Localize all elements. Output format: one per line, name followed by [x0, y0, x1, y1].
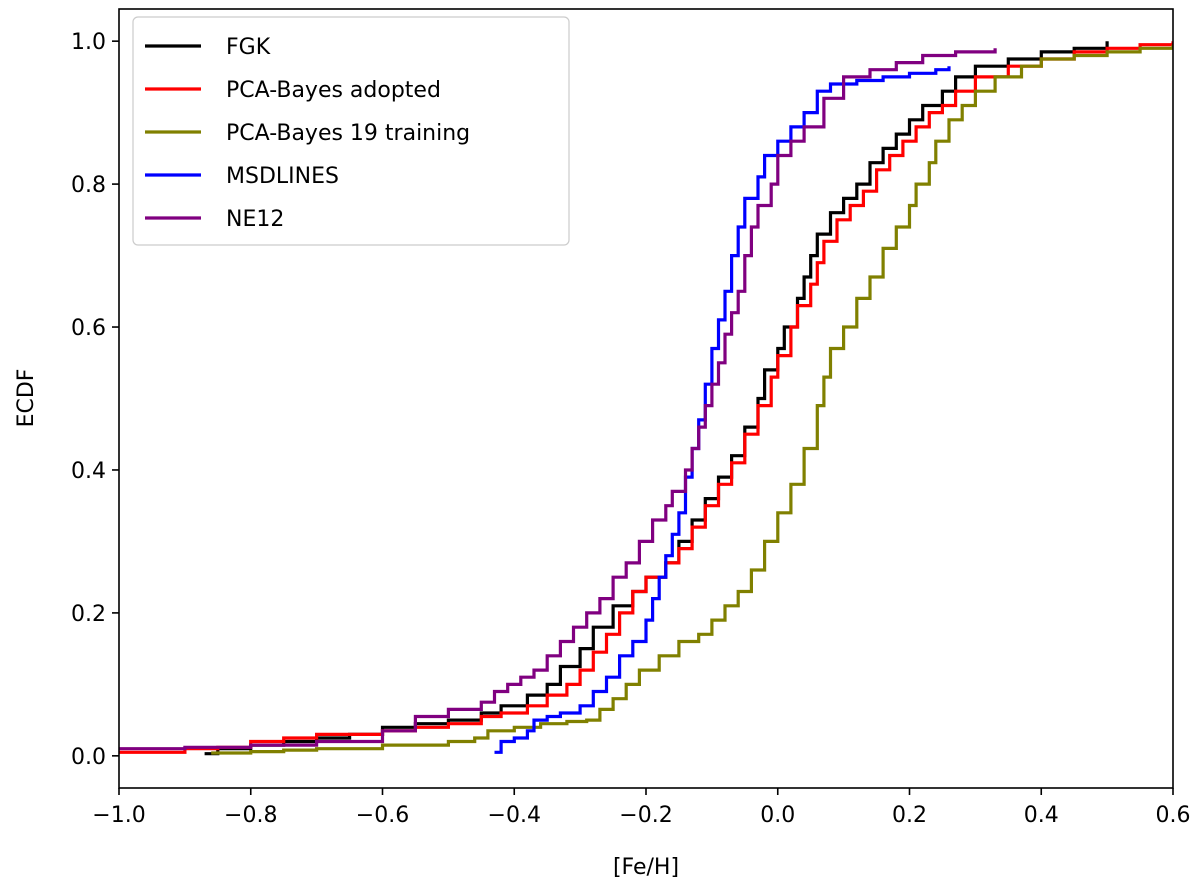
legend-label: NE12: [226, 207, 284, 232]
y-tick-label: 1.0: [71, 30, 106, 55]
x-tick-label: 0.0: [760, 803, 795, 828]
series-line-fgk: [204, 41, 1109, 756]
y-tick-label: 0.6: [71, 316, 106, 341]
x-tick-label: −0.2: [619, 803, 672, 828]
legend-box: [132, 16, 570, 246]
y-tick-label: 0.0: [71, 745, 106, 770]
legend-label: FGK: [226, 35, 271, 60]
legend: FGK PCA-Bayes adopted PCA-Bayes 19 trainin…: [132, 16, 570, 246]
x-axis-label: [Fe/H]: [613, 855, 679, 880]
series-line-ne12: [119, 48, 997, 751]
x-tick-label: −0.6: [356, 803, 409, 828]
x-tick-label: −0.8: [224, 803, 277, 828]
x-tick-label: 0.4: [1024, 803, 1059, 828]
x-axis: −1.0 −0.8 −0.6 −0.4 −0.2 0.0 0.2 0.4 0.6: [92, 788, 1191, 828]
legend-label: PCA-Bayes adopted: [226, 78, 441, 103]
series-line-pca-bayes-adopted: [119, 41, 1173, 754]
y-tick-label: 0.2: [71, 602, 106, 627]
x-tick-label: −1.0: [92, 803, 145, 828]
x-tick-label: 0.6: [1156, 803, 1191, 828]
series-layer: [119, 41, 1173, 756]
y-tick-label: 0.4: [71, 459, 106, 484]
series-line-pca-bayes-19-training: [211, 44, 1173, 755]
y-tick-label: 0.8: [71, 173, 106, 198]
x-tick-label: 0.2: [892, 803, 927, 828]
y-axis: 0.0 0.2 0.4 0.6 0.8 1.0: [71, 30, 119, 770]
x-tick-label: −0.4: [488, 803, 541, 828]
y-axis-label: ECDF: [14, 369, 39, 428]
legend-label: MSDLINES: [226, 164, 339, 189]
legend-label: PCA-Bayes 19 training: [226, 121, 470, 146]
